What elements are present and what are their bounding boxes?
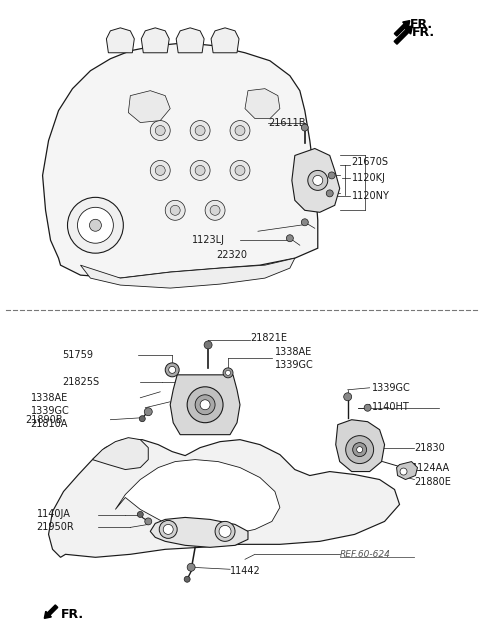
Circle shape	[150, 160, 170, 181]
Polygon shape	[48, 439, 399, 557]
Circle shape	[145, 518, 152, 525]
Text: 21825S: 21825S	[62, 377, 100, 387]
Circle shape	[204, 341, 212, 349]
Circle shape	[195, 395, 215, 415]
Circle shape	[150, 121, 170, 141]
Circle shape	[165, 363, 179, 377]
Circle shape	[219, 525, 231, 537]
Circle shape	[215, 522, 235, 541]
Text: FR.: FR.	[409, 18, 432, 31]
Text: 21810A: 21810A	[31, 418, 68, 429]
Circle shape	[89, 219, 101, 232]
Polygon shape	[107, 28, 134, 53]
Text: 1140JA: 1140JA	[36, 509, 71, 520]
Polygon shape	[245, 88, 280, 118]
FancyArrow shape	[44, 605, 58, 618]
Circle shape	[170, 205, 180, 216]
Text: 21821E: 21821E	[250, 333, 287, 343]
Text: 22320: 22320	[216, 250, 247, 260]
Polygon shape	[81, 258, 295, 288]
Circle shape	[139, 416, 145, 422]
Text: 21890B: 21890B	[25, 415, 63, 425]
Circle shape	[155, 125, 165, 135]
Text: 21830: 21830	[415, 443, 445, 453]
Text: 1120NY: 1120NY	[352, 191, 390, 202]
Text: 21950R: 21950R	[36, 522, 74, 532]
Circle shape	[301, 124, 308, 131]
Circle shape	[195, 125, 205, 135]
Circle shape	[168, 366, 176, 373]
Circle shape	[400, 468, 407, 475]
Text: 11442: 11442	[230, 566, 261, 576]
Polygon shape	[396, 462, 418, 480]
Circle shape	[155, 165, 165, 176]
Circle shape	[144, 408, 152, 416]
Circle shape	[230, 121, 250, 141]
Circle shape	[184, 576, 190, 582]
Circle shape	[230, 160, 250, 181]
FancyArrow shape	[394, 20, 410, 36]
Polygon shape	[43, 43, 318, 278]
Text: 1338AE: 1338AE	[275, 347, 312, 357]
Circle shape	[344, 393, 352, 401]
Text: 1339GC: 1339GC	[275, 360, 313, 370]
Polygon shape	[141, 28, 169, 53]
Circle shape	[187, 563, 195, 571]
Text: 1120KJ: 1120KJ	[352, 174, 385, 183]
Circle shape	[159, 520, 177, 538]
Circle shape	[326, 190, 333, 197]
Circle shape	[308, 170, 328, 190]
Text: FR.: FR.	[411, 26, 434, 39]
Text: 21880E: 21880E	[415, 476, 451, 487]
Circle shape	[301, 219, 308, 226]
Circle shape	[165, 200, 185, 220]
Circle shape	[328, 172, 335, 179]
Polygon shape	[128, 91, 170, 123]
Circle shape	[346, 436, 373, 464]
Text: 1339GC: 1339GC	[31, 406, 69, 416]
Circle shape	[313, 176, 323, 185]
Text: 51759: 51759	[62, 350, 94, 360]
Text: FR.: FR.	[60, 607, 84, 621]
Circle shape	[226, 370, 230, 375]
Circle shape	[210, 205, 220, 216]
Text: 1338AE: 1338AE	[31, 393, 68, 403]
Text: 1339GC: 1339GC	[372, 383, 410, 393]
Circle shape	[205, 200, 225, 220]
Circle shape	[223, 368, 233, 378]
FancyArrow shape	[394, 26, 412, 45]
Circle shape	[77, 207, 113, 243]
Text: 1123LJ: 1123LJ	[192, 235, 225, 245]
Circle shape	[364, 404, 371, 411]
Circle shape	[137, 511, 144, 518]
Text: 1140HT: 1140HT	[372, 402, 409, 411]
Circle shape	[190, 160, 210, 181]
Circle shape	[200, 400, 210, 410]
Polygon shape	[150, 518, 248, 548]
Circle shape	[187, 387, 223, 423]
Text: 21611B: 21611B	[268, 118, 305, 128]
Circle shape	[190, 121, 210, 141]
Circle shape	[235, 165, 245, 176]
Polygon shape	[170, 375, 240, 434]
Circle shape	[235, 125, 245, 135]
Polygon shape	[93, 438, 148, 469]
Polygon shape	[336, 420, 384, 471]
Text: 1124AA: 1124AA	[411, 462, 450, 473]
Circle shape	[357, 446, 363, 453]
Polygon shape	[176, 28, 204, 53]
Polygon shape	[292, 148, 340, 212]
Polygon shape	[115, 460, 280, 534]
Circle shape	[353, 443, 367, 457]
Text: 21670S: 21670S	[352, 158, 389, 167]
Circle shape	[195, 165, 205, 176]
Circle shape	[68, 197, 123, 253]
Circle shape	[163, 525, 173, 534]
Text: REF.60-624: REF.60-624	[340, 550, 391, 559]
Polygon shape	[211, 28, 239, 53]
Circle shape	[287, 235, 293, 242]
